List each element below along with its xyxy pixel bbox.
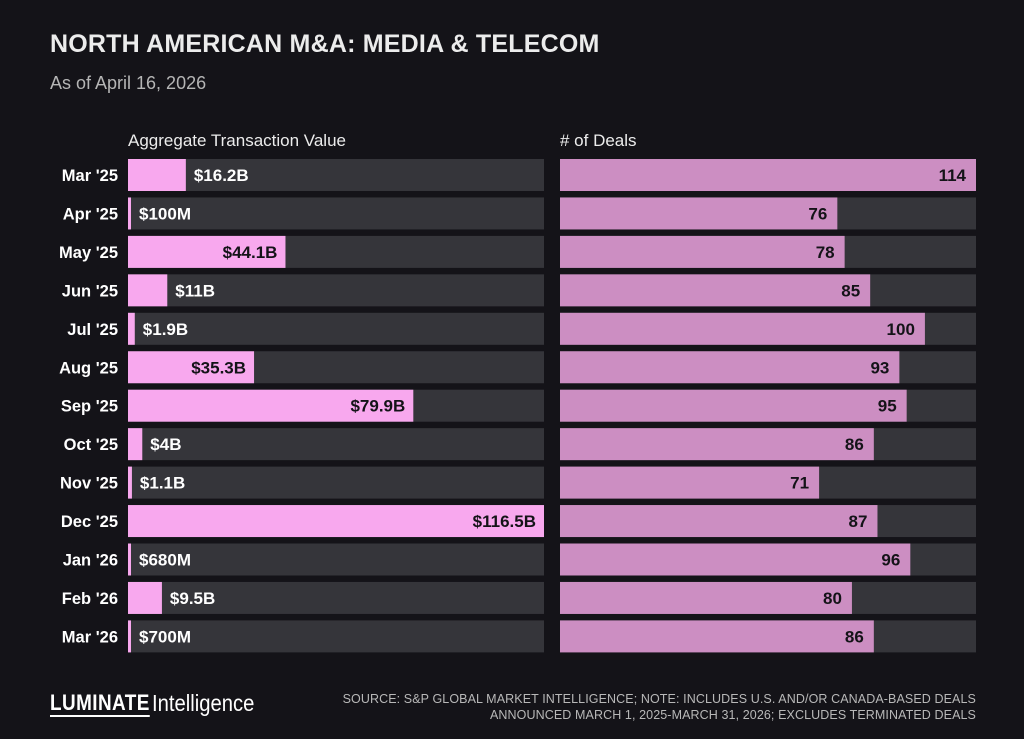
value-track bbox=[128, 428, 544, 461]
luminate-logo: LUMINATE Intelligence bbox=[50, 690, 268, 717]
category-label: Jul '25 bbox=[67, 321, 118, 339]
value-data-label: $1.1B bbox=[140, 474, 185, 493]
value-data-label: $680M bbox=[139, 551, 191, 570]
deals-bar bbox=[560, 620, 874, 653]
category-label: Sep '25 bbox=[61, 398, 118, 416]
value-bar bbox=[128, 466, 132, 499]
source-line-1: SOURCE: S&P GLOBAL MARKET INTELLIGENCE; … bbox=[342, 692, 976, 706]
value-bar bbox=[128, 159, 186, 191]
category-label: Mar '26 bbox=[62, 628, 118, 646]
value-bar bbox=[128, 620, 131, 653]
deals-bar bbox=[560, 197, 838, 230]
value-track bbox=[128, 581, 544, 614]
value-bar bbox=[128, 543, 131, 576]
category-label: May '25 bbox=[59, 244, 118, 262]
value-bar bbox=[128, 505, 544, 538]
source-line-2: ANNOUNCED MARCH 1, 2025-MARCH 31, 2026; … bbox=[489, 708, 976, 722]
deals-data-label: 93 bbox=[870, 358, 889, 377]
category-label: Mar '25 bbox=[62, 167, 118, 185]
category-label: Feb '26 bbox=[62, 590, 118, 608]
category-label: Jan '26 bbox=[63, 552, 118, 570]
deals-data-label: 78 bbox=[816, 243, 835, 262]
deals-data-label: 96 bbox=[881, 551, 900, 570]
value-track bbox=[128, 197, 544, 230]
value-data-label: $11B bbox=[175, 281, 215, 300]
value-data-label: $9.5B bbox=[170, 589, 215, 608]
deals-bar bbox=[560, 428, 874, 461]
category-label: Nov '25 bbox=[60, 475, 118, 493]
value-bar bbox=[128, 197, 131, 230]
bar-chart: Aggregate Transaction Value # of Deals Mar… bbox=[59, 131, 976, 653]
deals-data-label: 86 bbox=[845, 627, 864, 646]
deals-bar bbox=[560, 505, 878, 538]
value-data-label: $700M bbox=[139, 627, 191, 646]
value-data-label: $4B bbox=[150, 435, 181, 454]
deals-data-label: 87 bbox=[849, 512, 868, 531]
deals-data-label: 85 bbox=[841, 281, 860, 300]
value-data-label: $44.1B bbox=[223, 243, 278, 262]
source-note: SOURCE: S&P GLOBAL MARKET INTELLIGENCE; … bbox=[343, 691, 976, 723]
value-track bbox=[128, 620, 544, 653]
chart-subtitle: As of April 16, 2026 bbox=[50, 73, 207, 93]
value-panel-title: Aggregate Transaction Value bbox=[128, 131, 346, 150]
value-bar bbox=[128, 274, 168, 307]
deals-data-label: 76 bbox=[808, 204, 827, 223]
value-bar bbox=[128, 389, 414, 422]
deals-bar bbox=[560, 543, 911, 576]
category-label: Dec '25 bbox=[61, 513, 118, 531]
value-data-label: $16.2B bbox=[194, 166, 249, 185]
value-data-label: $116.5B bbox=[473, 512, 536, 531]
deals-bar bbox=[560, 274, 871, 307]
logo-sub: Intelligence bbox=[152, 690, 255, 716]
deals-bar bbox=[560, 389, 907, 422]
deals-data-label: 80 bbox=[823, 589, 842, 608]
deals-data-label: 86 bbox=[845, 435, 864, 454]
category-label: Aug '25 bbox=[59, 359, 118, 377]
value-data-label: $79.9B bbox=[350, 397, 405, 416]
category-label: Jun '25 bbox=[62, 282, 118, 300]
value-data-label: $100M bbox=[139, 204, 191, 223]
value-track bbox=[128, 466, 544, 499]
value-track bbox=[128, 274, 544, 307]
value-track bbox=[128, 312, 544, 345]
value-bar bbox=[128, 428, 143, 461]
deals-bar bbox=[560, 351, 900, 384]
value-bar bbox=[128, 581, 162, 614]
value-bar bbox=[128, 351, 255, 384]
category-label: Oct '25 bbox=[64, 436, 118, 454]
category-label: Apr '25 bbox=[63, 205, 118, 223]
deals-data-label: 114 bbox=[939, 166, 967, 185]
chart-title: NORTH AMERICAN M&A: MEDIA & TELECOM bbox=[50, 30, 600, 58]
value-data-label: $1.9B bbox=[143, 320, 188, 339]
deals-bar bbox=[560, 466, 820, 499]
value-track bbox=[128, 159, 544, 191]
deals-bar bbox=[560, 312, 925, 345]
value-bar bbox=[128, 235, 286, 268]
deals-data-label: 71 bbox=[790, 474, 809, 493]
deals-bar bbox=[560, 581, 852, 614]
deals-data-label: 100 bbox=[887, 320, 915, 339]
deals-bar bbox=[560, 235, 845, 268]
deals-data-label: 95 bbox=[878, 397, 897, 416]
value-bar bbox=[128, 312, 135, 345]
logo-word: LUMINATE bbox=[50, 689, 150, 717]
value-track bbox=[128, 543, 544, 576]
value-data-label: $35.3B bbox=[191, 358, 246, 377]
deals-panel-title: # of Deals bbox=[560, 131, 637, 150]
deals-bar bbox=[560, 159, 976, 191]
